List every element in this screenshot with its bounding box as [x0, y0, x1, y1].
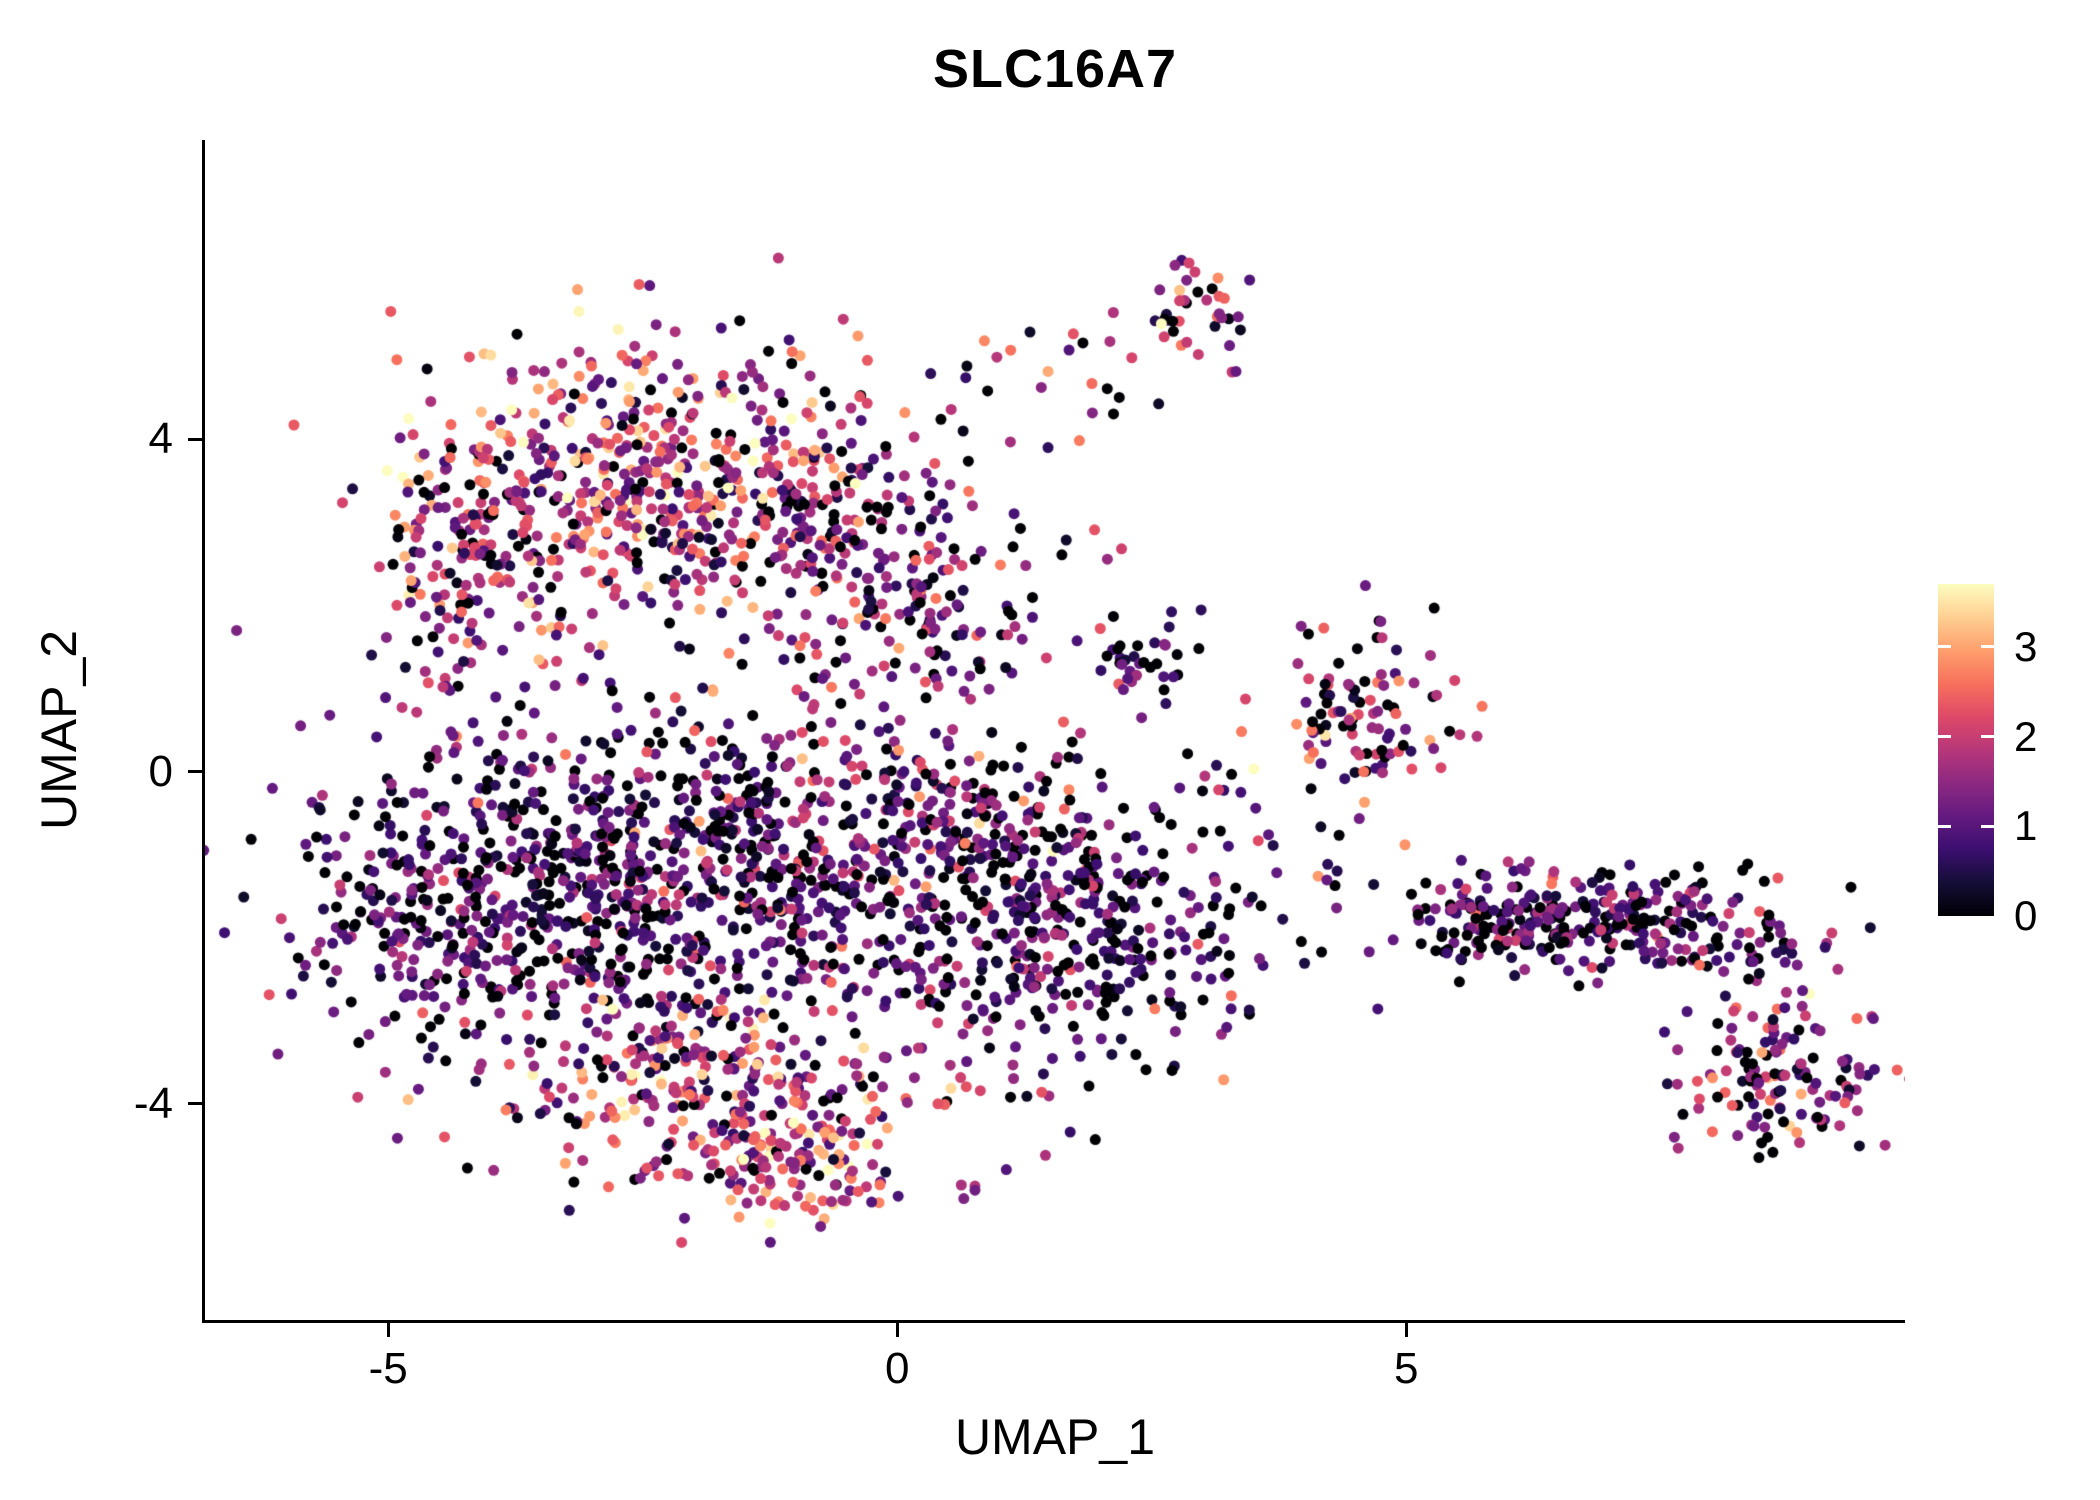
y-tick-mark [188, 770, 202, 774]
colorbar-tick-mark [1938, 824, 1951, 828]
colorbar-tick-mark [1981, 824, 1994, 828]
y-axis-line [202, 140, 205, 1323]
plot-panel [205, 140, 1905, 1320]
colorbar-tick-mark [1938, 735, 1951, 739]
colorbar-tick-label: 3 [2014, 622, 2038, 670]
x-tick-mark [1404, 1323, 1408, 1337]
x-tick-label: 5 [1393, 1344, 1419, 1393]
x-tick-mark [386, 1323, 390, 1337]
y-tick-label: 4 [148, 414, 173, 464]
colorbar-gradient [1938, 584, 1994, 916]
y-axis-label: UMAP_2 [31, 629, 87, 831]
x-axis-line [202, 1320, 1905, 1323]
x-tick-label: -5 [368, 1344, 408, 1393]
y-tick-label: -4 [133, 1078, 173, 1128]
colorbar-tick-mark [1981, 645, 1994, 649]
scatter-points-canvas [205, 140, 1905, 1320]
colorbar-tick-label: 2 [2014, 712, 2038, 760]
colorbar-tick-label: 0 [2014, 892, 2038, 939]
x-tick-mark [895, 1323, 899, 1337]
chart-title: SLC16A7 [932, 39, 1178, 99]
x-tick-label: 0 [884, 1344, 910, 1393]
colorbar-tick-mark [1938, 645, 1951, 649]
y-tick-mark [188, 437, 202, 441]
colorbar-tick-label: 1 [2014, 802, 2038, 850]
x-axis-label: UMAP_1 [954, 1409, 1156, 1465]
y-tick-mark [188, 1102, 202, 1106]
colorbar-tick-mark [1981, 735, 1994, 739]
y-tick-label: 0 [148, 746, 173, 796]
